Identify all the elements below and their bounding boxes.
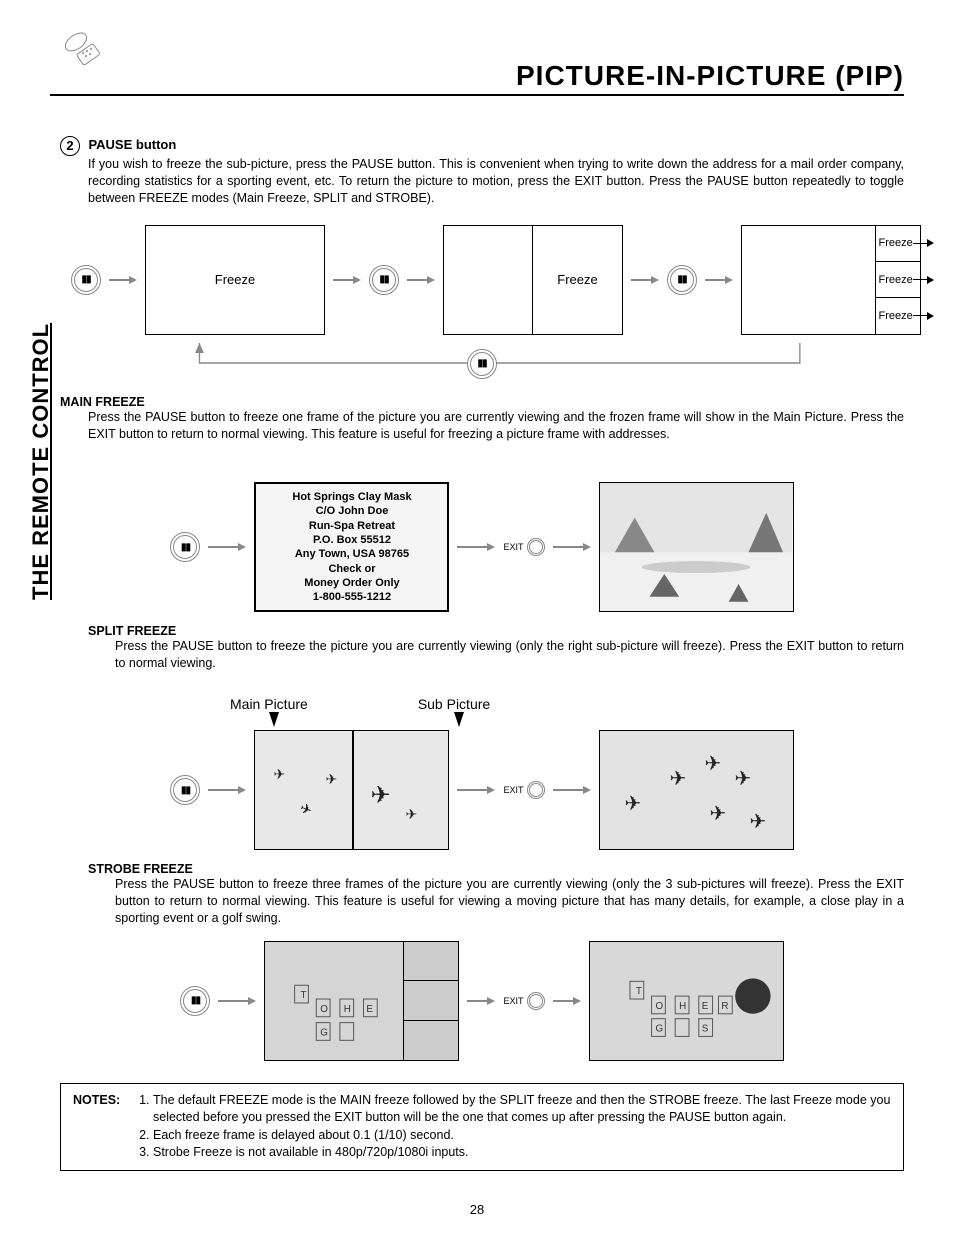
- arrow-icon: [407, 276, 435, 284]
- notes-item: The default FREEZE mode is the MAIN free…: [153, 1092, 891, 1127]
- brand-logo-icon: [60, 28, 104, 77]
- arrow-icon: [553, 997, 581, 1005]
- arrow-icon: [457, 543, 495, 551]
- section-intro-text: If you wish to freeze the sub-picture, p…: [88, 156, 904, 207]
- strobe-freeze-text: Press the PAUSE button to freeze three f…: [115, 876, 904, 927]
- split-freeze-diagram: ▮▮ ✈ ✈ ✈ ✈ ✈ EXIT ✈ ✈ ✈ ✈ ✈: [60, 730, 904, 850]
- freeze-label: Freeze: [557, 272, 597, 287]
- pause-icon: ▮▮: [170, 775, 200, 805]
- address-line: Money Order Only: [256, 576, 447, 590]
- svg-text:G: G: [655, 1023, 663, 1034]
- notes-item: Strobe Freeze is not available in 480p/7…: [153, 1144, 891, 1162]
- svg-text:S: S: [701, 1023, 708, 1034]
- arrow-icon: [109, 276, 137, 284]
- address-line: 1-800-555-1212: [256, 590, 447, 604]
- address-line: Run-Spa Retreat: [256, 519, 447, 533]
- freeze-label: Freeze: [879, 237, 913, 249]
- address-line: C/O John Doe: [256, 504, 447, 518]
- arrow-icon: [705, 276, 733, 284]
- arrow-icon: [467, 997, 495, 1005]
- photo-screen: [599, 482, 794, 612]
- split-labels: Main Picture Sub Picture: [180, 696, 904, 712]
- notes-box: NOTES: The default FREEZE mode is the MA…: [60, 1083, 904, 1171]
- main-freeze-heading: MAIN FREEZE: [60, 395, 904, 409]
- main-picture-label: Main Picture: [230, 696, 308, 712]
- svg-text:T: T: [301, 990, 307, 1001]
- address-line: Check or: [256, 562, 447, 576]
- split-photo-screen: ✈ ✈ ✈ ✈ ✈: [254, 730, 449, 850]
- main-freeze-diagram: ▮▮ Hot Springs Clay Mask C/O John Doe Ru…: [60, 482, 904, 612]
- freeze-label: Freeze: [215, 272, 255, 287]
- section-number: 2: [60, 136, 80, 156]
- svg-text:H: H: [679, 1001, 686, 1012]
- svg-text:O: O: [655, 1001, 663, 1012]
- svg-text:E: E: [367, 1004, 374, 1015]
- notes-list: The default FREEZE mode is the MAIN free…: [153, 1092, 891, 1162]
- arrow-icon: [913, 312, 934, 320]
- section-intro: 2 PAUSE button If you wish to freeze the…: [60, 136, 904, 207]
- screen-split-freeze: Freeze: [443, 225, 623, 335]
- strobe-freeze-heading: STROBE FREEZE: [88, 862, 904, 876]
- exit-icon: EXIT: [503, 781, 544, 799]
- exit-label: EXIT: [503, 996, 523, 1006]
- svg-text:T: T: [635, 986, 641, 997]
- svg-text:O: O: [321, 1004, 329, 1015]
- arrow-icon: [631, 276, 659, 284]
- freeze-label: Freeze: [879, 274, 913, 286]
- pause-icon: ▮▮: [467, 349, 497, 379]
- freeze-label: Freeze: [879, 310, 913, 322]
- address-line: P.O. Box 55512: [256, 533, 447, 547]
- svg-text:G: G: [321, 1027, 329, 1038]
- address-screen: Hot Springs Clay Mask C/O John Doe Run-S…: [254, 482, 449, 612]
- pause-icon: ▮▮: [180, 986, 210, 1016]
- arrow-icon: [208, 786, 246, 794]
- photo-screen: ✈ ✈ ✈ ✈ ✈ ✈: [599, 730, 794, 850]
- pause-icon: ▮▮: [170, 532, 200, 562]
- split-freeze-text: Press the PAUSE button to freeze the pic…: [115, 638, 904, 672]
- notes-label: NOTES:: [73, 1092, 120, 1110]
- arrow-icon: [553, 786, 591, 794]
- strobe-freeze-diagram: ▮▮ T O H E G: [60, 941, 904, 1061]
- svg-text:H: H: [344, 1004, 351, 1015]
- address-line: Any Town, USA 98765: [256, 547, 447, 561]
- arrow-icon: [553, 543, 591, 551]
- pause-icon: ▮▮: [667, 265, 697, 295]
- split-freeze-heading: SPLIT FREEZE: [88, 624, 904, 638]
- strobe-photo-screen: T O H E G: [264, 941, 459, 1061]
- section-heading: PAUSE button: [88, 137, 176, 152]
- screen-main-freeze: Freeze: [145, 225, 325, 335]
- page-number: 28: [0, 1202, 954, 1217]
- arrow-icon: [913, 276, 934, 284]
- exit-icon: EXIT: [503, 538, 544, 556]
- sub-picture-label: Sub Picture: [418, 696, 490, 712]
- screen-strobe-freeze: Freeze Freeze Freeze: [741, 225, 921, 335]
- exit-label: EXIT: [503, 542, 523, 552]
- page: PICTURE-IN-PICTURE (PIP) THE REMOTE CONT…: [0, 0, 954, 1235]
- arrow-icon: [218, 997, 256, 1005]
- arrow-icon: [457, 786, 495, 794]
- svg-text:R: R: [721, 1001, 728, 1012]
- pause-icon: ▮▮: [369, 265, 399, 295]
- page-title: PICTURE-IN-PICTURE (PIP): [516, 60, 904, 91]
- exit-icon: EXIT: [503, 992, 544, 1010]
- svg-text:E: E: [701, 1001, 708, 1012]
- freeze-cycle-diagram: ▮▮ Freeze ▮▮ Freeze ▮▮ Freeze Freeze Fre…: [88, 225, 904, 335]
- header-bar: PICTURE-IN-PICTURE (PIP): [50, 60, 904, 96]
- address-line: Hot Springs Clay Mask: [256, 490, 447, 504]
- content: 2 PAUSE button If you wish to freeze the…: [60, 136, 904, 1171]
- arrow-icon: [208, 543, 246, 551]
- exit-label: EXIT: [503, 785, 523, 795]
- pause-icon: ▮▮: [71, 265, 101, 295]
- main-freeze-text: Press the PAUSE button to freeze one fra…: [88, 409, 904, 443]
- photo-screen: T O H E R G S: [589, 941, 784, 1061]
- arrow-icon: [333, 276, 361, 284]
- loopback-arrow: ▮▮: [120, 343, 844, 383]
- arrow-icon: [913, 239, 934, 247]
- side-section-label: THE REMOTE CONTROL: [28, 323, 54, 600]
- notes-item: Each freeze frame is delayed about 0.1 (…: [153, 1127, 891, 1145]
